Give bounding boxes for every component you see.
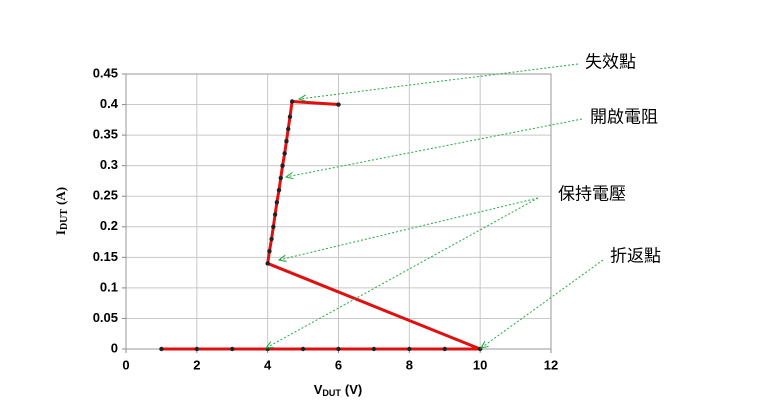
data-point <box>274 200 280 205</box>
data-point <box>265 261 270 266</box>
x-tick-label: 6 <box>335 357 342 372</box>
data-point <box>282 151 287 156</box>
annotation-arrow <box>481 259 604 348</box>
y-tick-label: 0.05 <box>93 310 118 325</box>
data-point <box>442 346 447 352</box>
data-point <box>336 346 341 352</box>
x-tick-label: 0 <box>122 357 129 372</box>
x-tick-label: 2 <box>193 357 200 372</box>
annotation-arrow <box>266 197 539 348</box>
data-point <box>371 346 377 352</box>
data-point <box>267 249 272 254</box>
x-tick-label: 10 <box>473 357 487 372</box>
grid <box>122 73 552 353</box>
data-point <box>272 212 278 217</box>
annotation-arrow <box>286 118 583 177</box>
label-part: I <box>53 230 68 235</box>
data-point <box>159 346 164 352</box>
plot <box>159 99 483 352</box>
x-axis-title: VDUT (V) <box>314 382 363 398</box>
annotation-arrow <box>279 197 539 260</box>
label-part: (A) <box>53 187 68 205</box>
data-point <box>278 175 283 181</box>
data-point <box>284 139 289 144</box>
x-tick-label: 4 <box>264 357 272 372</box>
annotation-label: 折返點 <box>610 247 661 267</box>
y-tick-label: 0.25 <box>93 188 118 203</box>
data-point <box>271 224 276 229</box>
label-part: V <box>314 382 323 397</box>
label-part: DUT <box>322 388 341 398</box>
label-part: DUT <box>59 209 70 230</box>
annotation-label: 保持電壓 <box>558 185 626 205</box>
data-point <box>194 346 200 352</box>
data-point <box>287 114 293 119</box>
y-tick-label: 0.2 <box>100 218 118 233</box>
y-tick-label: 0.35 <box>93 127 118 142</box>
label-part: (V) <box>345 382 362 397</box>
y-tick-label: 0.15 <box>93 249 118 264</box>
y-axis-title: IDUT (A) <box>53 187 70 235</box>
data-point <box>280 163 285 168</box>
data-point <box>269 236 274 242</box>
annotation-arrow <box>299 63 579 99</box>
data-point <box>407 346 412 352</box>
data-point <box>336 102 341 107</box>
data-point <box>276 187 282 193</box>
y-tick-label: 0.1 <box>100 279 118 294</box>
data-point <box>300 346 306 352</box>
annotation-label: 失效點 <box>585 53 636 73</box>
data-line <box>161 100 482 351</box>
data-point <box>289 99 295 104</box>
y-tick-label: 0 <box>111 340 118 355</box>
annotation-label: 開啟電阻 <box>590 108 658 128</box>
y-tick-label: 0.45 <box>93 65 118 80</box>
data-point <box>286 126 291 132</box>
y-tick-label: 0.4 <box>100 96 119 111</box>
x-tick-label: 8 <box>406 357 413 372</box>
data-point <box>230 346 235 352</box>
y-tick-label: 0.3 <box>100 157 118 172</box>
x-tick-label: 12 <box>544 357 558 372</box>
